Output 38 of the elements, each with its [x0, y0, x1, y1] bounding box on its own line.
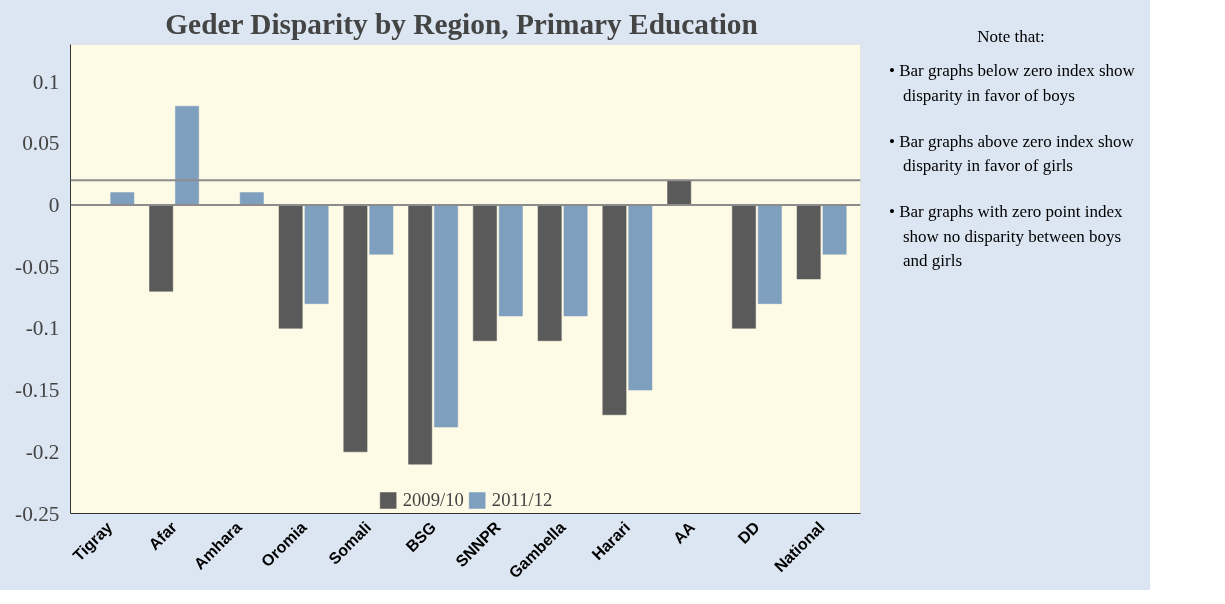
bar	[537, 204, 562, 341]
y-tick-label: 0	[48, 192, 60, 217]
bar	[757, 204, 782, 304]
bar	[369, 204, 394, 255]
bar	[667, 180, 692, 206]
bar	[239, 192, 264, 206]
bar	[304, 204, 329, 304]
y-tick-label: -0.25	[15, 501, 60, 526]
bar	[149, 204, 174, 292]
y-tick-label: 0.05	[22, 131, 60, 156]
bar	[628, 204, 653, 391]
bar	[822, 204, 847, 255]
bar	[343, 204, 368, 453]
x-tick-label: AA	[669, 518, 699, 547]
bar	[408, 204, 433, 465]
text: • Bar graphs below zero index show disparity in favor of boys	[888, 60, 1136, 107]
text: • Bar graphs with zero point index show no disparity between boys and girls	[888, 201, 1124, 272]
text: Note that:	[976, 26, 1046, 48]
bar	[732, 204, 756, 329]
bar	[602, 204, 627, 416]
y-tick-label: -0.15	[15, 378, 60, 403]
bar	[796, 204, 821, 280]
bar	[563, 204, 588, 317]
chart-title: Geder Disparity by Region, Primary Education	[165, 7, 758, 40]
y-tick-label: -0.2	[25, 439, 60, 464]
y-tick-label: -0.1	[25, 316, 60, 341]
bar	[434, 204, 458, 428]
bar	[175, 105, 199, 206]
bar	[278, 204, 303, 329]
text: • Bar graphs above zero index show disparity in favor of girls	[888, 130, 1135, 178]
x-tick-label: DD	[734, 518, 763, 547]
y-tick-label: 0.1	[32, 69, 60, 94]
legend-label: 2009/10	[402, 489, 464, 511]
y-tick-label: -0.05	[15, 254, 60, 279]
bar	[498, 204, 523, 317]
bar	[110, 192, 135, 206]
bar	[473, 204, 497, 341]
legend-label: 2011/12	[491, 489, 553, 511]
